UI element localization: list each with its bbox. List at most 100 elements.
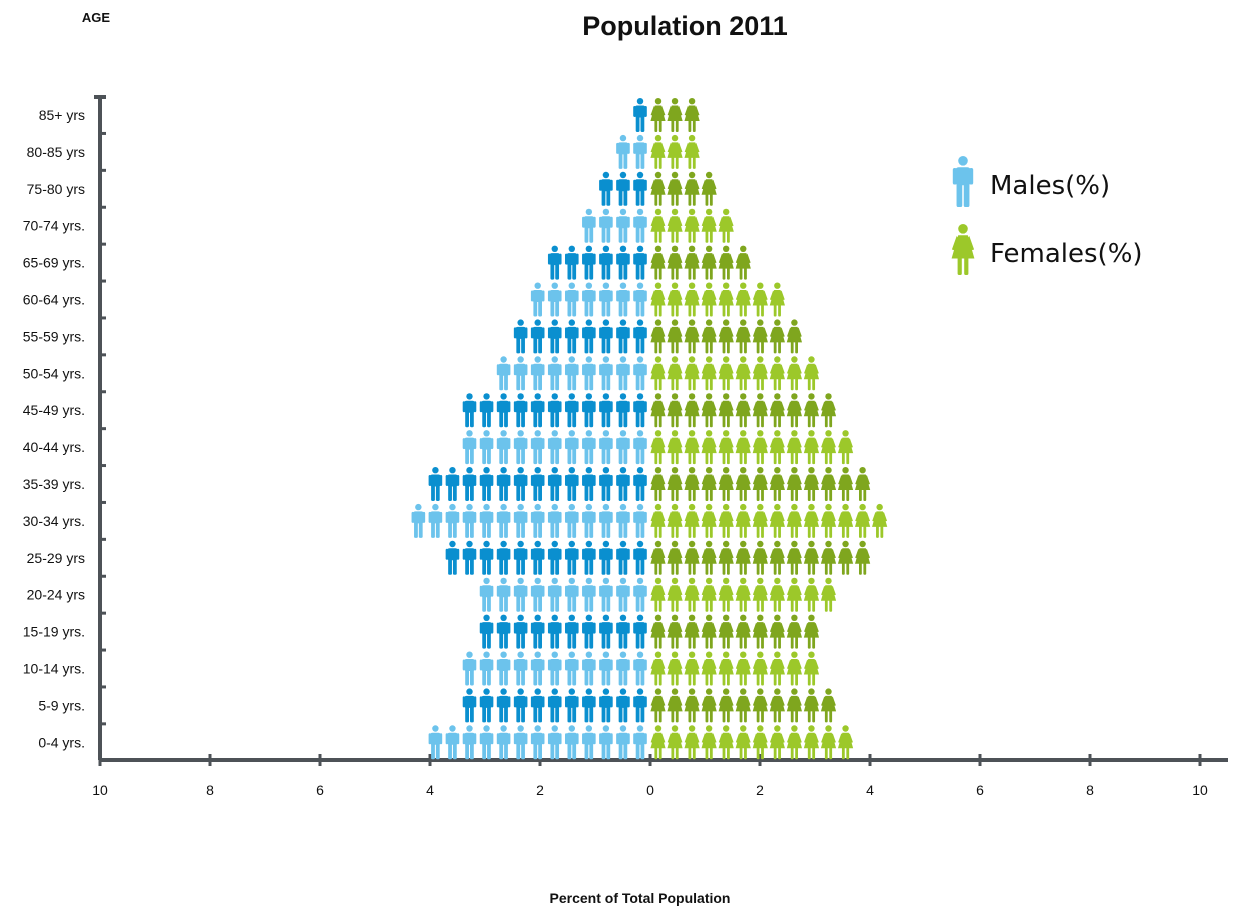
female-icon [769,282,785,317]
female-icon [667,651,683,686]
male-icon [633,98,647,132]
female-bar [650,540,871,575]
male-icon [599,245,613,280]
female-icon [752,467,768,501]
category-label: 35-39 yrs. [23,476,85,492]
female-icon [650,725,666,760]
female-icon [667,393,683,428]
legend-female-label: Females(%) [990,239,1143,269]
female-icon [820,467,837,501]
male-bar [428,725,647,760]
x-tick-label: 2 [756,782,764,798]
female-icon [667,503,683,538]
male-bar [428,467,647,501]
female-icon [667,430,683,465]
male-icon [582,356,596,391]
female-icon [820,577,837,612]
female-icon [701,245,717,280]
category-labels: 85+ yrs 80-85 yrs 75-80 yrs 70-74 yrs. 65-69… [23,107,85,750]
age-row [428,725,854,760]
female-icon [650,651,666,686]
male-icon [547,282,562,317]
male-icon [479,503,494,538]
category-label: 30-34 yrs. [23,513,85,529]
female-icon [803,725,820,760]
male-icon [445,725,460,760]
female-icon [752,540,768,575]
male-icon [565,540,579,575]
male-icon [411,503,426,538]
female-icon [684,245,700,280]
female-icon [752,725,768,760]
male-icon [462,393,477,428]
female-icon [803,688,820,723]
male-icon [582,430,596,465]
icon-bars [411,98,888,760]
female-icon [820,430,837,465]
male-icon [582,245,596,280]
male-icon [582,282,596,317]
male-icon [633,393,647,428]
age-row [479,577,837,612]
category-label: 15-19 yrs. [23,624,85,640]
x-tick-label: 4 [426,782,434,798]
male-icon [547,393,562,428]
female-icon [667,467,683,501]
female-icon [786,503,802,538]
male-icon [582,208,596,243]
female-icon [820,393,837,428]
age-row [428,467,871,501]
male-icon [479,467,494,501]
male-icon [599,356,613,391]
female-icon [769,393,785,428]
male-icon [513,356,528,391]
female-bar [650,614,820,649]
female-icon [718,430,734,465]
legend: Males(%) Females(%) [951,156,1143,275]
male-icon [496,651,511,686]
category-label: 5-9 yrs. [38,697,85,713]
category-label: 85+ yrs [39,107,85,123]
male-icon [496,725,511,760]
x-tick-label: 0 [646,782,654,798]
female-icon [684,356,700,391]
female-icon [667,98,683,132]
female-icon [769,651,785,686]
female-icon [667,356,683,391]
male-icon [565,688,579,723]
female-icon [684,577,700,612]
category-label: 40-44 yrs. [23,439,85,455]
male-icon [633,430,647,465]
female-icon [650,356,666,391]
female-icon [786,430,802,465]
female-icon [718,688,734,723]
male-icon [530,282,545,317]
female-icon [667,208,683,243]
female-icon [650,208,666,243]
y-axis-title: AGE [82,10,111,25]
male-icon [582,577,596,612]
male-icon [462,503,477,538]
female-icon [701,319,717,354]
female-bar [650,245,751,280]
female-bar [650,208,734,243]
male-bar [411,503,647,538]
female-bar [650,503,888,538]
male-icon [599,171,613,206]
male-icon [530,356,545,391]
female-icon [684,540,700,575]
male-icon [599,688,613,723]
male-icon [633,503,647,538]
female-bar [650,319,802,354]
female-icon [735,356,751,391]
male-icon [599,540,613,575]
female-icon [684,651,700,686]
female-icon [667,282,683,317]
male-bar [513,319,647,354]
category-label: 75-80 yrs [27,181,85,197]
female-icon [786,356,802,391]
female-icon [701,577,717,612]
male-icon [547,688,562,723]
male-icon [479,688,494,723]
